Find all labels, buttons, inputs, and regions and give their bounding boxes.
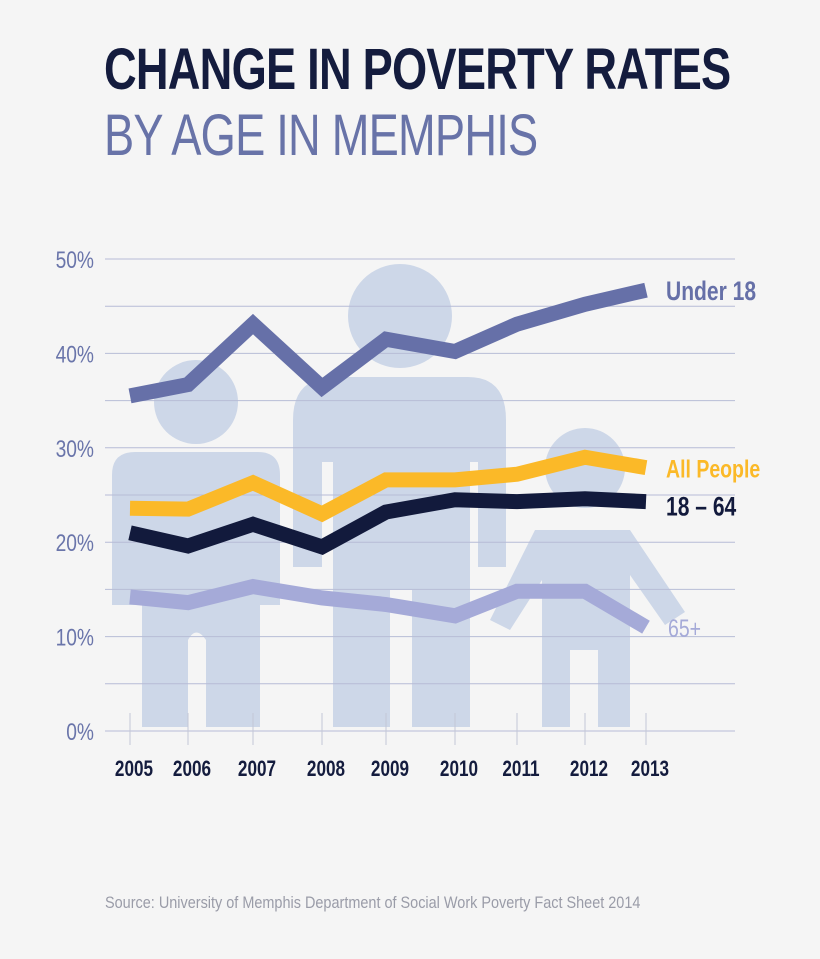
series-line-under-18 (128, 282, 648, 404)
y-tick-label: 0% (66, 718, 94, 746)
y-tick-label: 50% (56, 246, 94, 274)
x-tick-label: 2008 (307, 757, 345, 782)
series-line-18-64 (128, 491, 647, 556)
x-ticks (129, 713, 647, 745)
x-axis-labels: 2005 2006 2007 2008 2009 2010 2011 2012 2013 (115, 757, 669, 782)
source-note: Source: University of Memphis Department… (105, 893, 641, 912)
chart-subtitle: BY AGE IN MEMPHIS (104, 103, 538, 168)
x-tick-label: 2010 (440, 757, 478, 782)
y-tick-label: 40% (56, 340, 94, 368)
y-tick-label: 10% (56, 624, 94, 652)
x-tick-label: 2009 (371, 757, 409, 782)
series-label: 65+ (668, 615, 701, 643)
x-tick-label: 2005 (115, 757, 153, 782)
series-label: 18 – 64 (666, 492, 737, 522)
series-line-all-people (129, 449, 648, 523)
x-tick-label: 2011 (502, 757, 539, 782)
y-tick-label: 20% (56, 529, 94, 557)
chart-title: CHANGE IN POVERTY RATES (104, 37, 731, 102)
series-label: All People (666, 455, 760, 483)
x-tick-label: 2006 (173, 757, 211, 782)
series-labels: 65+ Under 18 All People 18 – 64 (666, 277, 760, 643)
gridlines (105, 258, 735, 732)
series-lines (128, 282, 650, 634)
x-tick-label: 2007 (238, 757, 276, 782)
x-tick-label: 2013 (631, 757, 669, 782)
y-tick-label: 30% (56, 435, 94, 463)
y-axis-labels: 0% 10% 20% 30% 40% 50% (56, 246, 94, 746)
x-tick-label: 2012 (570, 757, 608, 782)
series-label: Under 18 (666, 277, 756, 307)
series-line-65- (129, 578, 650, 634)
